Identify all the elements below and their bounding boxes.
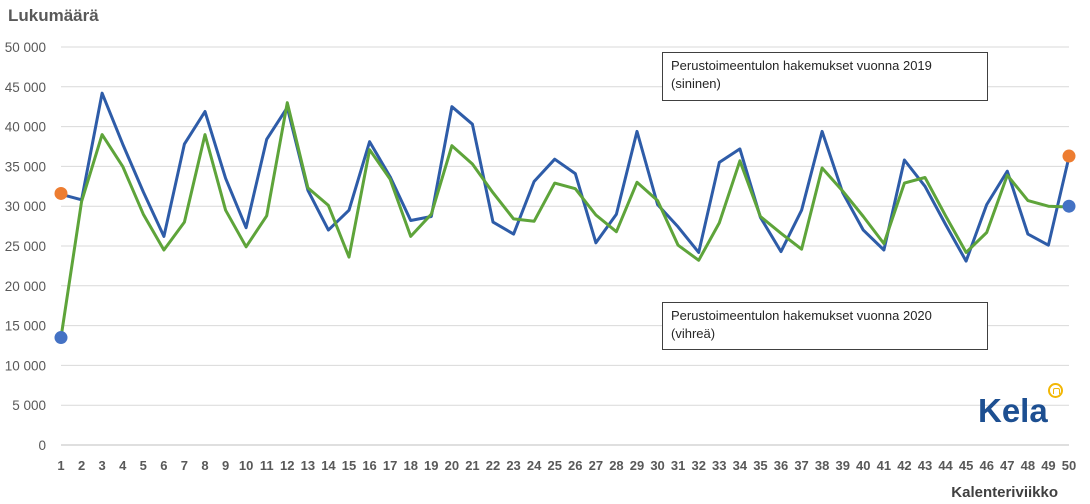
- x-tick-label: 17: [383, 458, 397, 473]
- x-tick-label: 44: [938, 458, 953, 473]
- x-tick-label: 8: [201, 458, 208, 473]
- x-tick-label: 24: [527, 458, 542, 473]
- x-tick-label: 48: [1021, 458, 1035, 473]
- x-tick-label: 12: [280, 458, 294, 473]
- y-tick-label: 30 000: [5, 199, 46, 214]
- x-tick-label: 42: [897, 458, 911, 473]
- x-tick-label: 14: [321, 458, 336, 473]
- y-tick-label: 0: [38, 438, 46, 453]
- x-tick-label: 39: [835, 458, 849, 473]
- x-tick-label: 32: [691, 458, 705, 473]
- kela-logo-mark-icon: [1048, 383, 1063, 398]
- x-tick-label: 20: [445, 458, 459, 473]
- x-tick-label: 37: [794, 458, 808, 473]
- x-tick-label: 43: [918, 458, 932, 473]
- y-tick-label: 20 000: [5, 279, 46, 294]
- x-tick-label: 41: [877, 458, 891, 473]
- x-tick-label: 46: [979, 458, 993, 473]
- x-tick-label: 33: [712, 458, 726, 473]
- x-tick-label: 31: [671, 458, 685, 473]
- y-tick-label: 15 000: [5, 319, 46, 334]
- annotation-2020: Perustoimeentulon hakemukset vuonna 2020…: [662, 302, 988, 350]
- x-tick-label: 10: [239, 458, 253, 473]
- x-tick-label: 30: [650, 458, 664, 473]
- x-tick-label: 1: [57, 458, 64, 473]
- x-axis-title: Kalenteriviikko: [951, 484, 1058, 501]
- y-tick-label: 35 000: [5, 159, 46, 174]
- y-axis-title: Lukumäärä: [8, 6, 99, 25]
- x-tick-label: 49: [1041, 458, 1055, 473]
- x-tick-label: 26: [568, 458, 582, 473]
- x-tick-label: 38: [815, 458, 829, 473]
- data-marker: [1062, 199, 1076, 213]
- x-tick-label: 19: [424, 458, 438, 473]
- annotation-2019-line-2: (sininen): [671, 76, 721, 91]
- x-tick-label: 29: [630, 458, 644, 473]
- x-tick-label: 27: [589, 458, 603, 473]
- x-tick-label: 4: [119, 458, 127, 473]
- x-tick-label: 45: [959, 458, 973, 473]
- x-tick-label: 34: [733, 458, 748, 473]
- x-tick-label: 2: [78, 458, 85, 473]
- x-tick-label: 23: [506, 458, 520, 473]
- x-tick-label: 22: [486, 458, 500, 473]
- annotation-2019: Perustoimeentulon hakemukset vuonna 2019…: [662, 52, 988, 101]
- data-marker: [54, 186, 68, 200]
- y-tick-label: 40 000: [5, 120, 46, 135]
- y-tick-label: 5 000: [12, 398, 46, 413]
- x-tick-label: 47: [1000, 458, 1014, 473]
- x-tick-label: 13: [301, 458, 315, 473]
- y-tick-label: 10 000: [5, 358, 46, 373]
- x-tick-label: 50: [1062, 458, 1076, 473]
- x-tick-label: 16: [362, 458, 376, 473]
- x-tick-label: 11: [260, 458, 274, 473]
- annotation-2020-line-2: (vihreä): [671, 326, 716, 341]
- x-tick-label: 28: [609, 458, 623, 473]
- y-tick-label: 45 000: [5, 80, 46, 95]
- annotation-2020-line-1: Perustoimeentulon hakemukset vuonna 2020: [671, 308, 932, 323]
- y-tick-label: 25 000: [5, 239, 46, 254]
- x-tick-label: 18: [403, 458, 417, 473]
- x-tick-label: 40: [856, 458, 870, 473]
- x-tick-label: 36: [774, 458, 788, 473]
- data-marker: [1062, 149, 1076, 163]
- x-tick-label: 3: [99, 458, 106, 473]
- series-line-blue: [59, 91, 1071, 263]
- x-tick-label: 7: [181, 458, 188, 473]
- x-tick-label: 15: [342, 458, 356, 473]
- series-line-green: [59, 101, 1071, 339]
- kela-logo: Kela: [978, 383, 1068, 432]
- x-tick-label: 21: [465, 458, 479, 473]
- x-tick-label: 6: [160, 458, 167, 473]
- x-tick-label: 25: [547, 458, 561, 473]
- x-tick-label: 9: [222, 458, 229, 473]
- data-marker: [54, 331, 68, 345]
- x-tick-label: 35: [753, 458, 767, 473]
- annotation-2019-line-1: Perustoimeentulon hakemukset vuonna 2019: [671, 58, 932, 73]
- x-tick-label: 5: [140, 458, 147, 473]
- kela-logo-text: Kela: [978, 392, 1048, 429]
- y-tick-label: 50 000: [5, 40, 46, 55]
